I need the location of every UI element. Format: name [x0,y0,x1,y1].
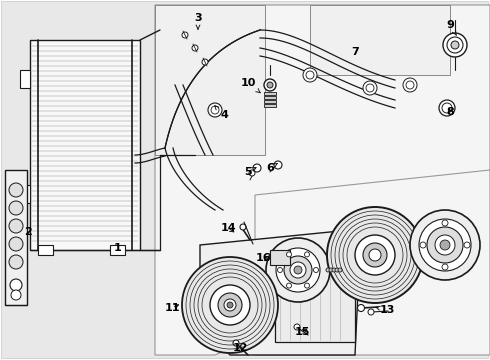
Circle shape [287,283,292,288]
Circle shape [249,170,255,176]
Bar [264,92,276,95]
Circle shape [326,268,330,272]
Circle shape [284,256,312,284]
Polygon shape [310,5,450,75]
Text: 12: 12 [232,343,248,353]
Circle shape [233,340,239,346]
Circle shape [358,305,365,311]
Text: 8: 8 [446,107,454,117]
Circle shape [182,32,188,38]
Circle shape [227,302,233,308]
Text: 13: 13 [376,305,394,315]
Text: 2: 2 [24,227,32,237]
Circle shape [410,210,480,280]
Circle shape [9,255,23,269]
Text: 11: 11 [164,303,180,313]
Text: 1: 1 [114,243,122,253]
Text: 3: 3 [194,13,202,29]
Text: 6: 6 [266,163,277,173]
Circle shape [304,283,310,288]
Circle shape [335,268,339,272]
Circle shape [332,268,336,272]
Text: 14: 14 [220,223,236,233]
Circle shape [9,219,23,233]
Circle shape [329,268,333,272]
Bar [110,245,125,255]
Circle shape [9,183,23,197]
Circle shape [192,45,198,51]
Circle shape [11,290,21,300]
Circle shape [314,267,318,273]
Circle shape [368,309,374,315]
Text: 5: 5 [244,167,256,177]
Polygon shape [155,5,265,155]
Text: 4: 4 [215,106,228,120]
Circle shape [435,235,455,255]
Circle shape [266,238,330,302]
Circle shape [210,285,250,325]
Text: 9: 9 [446,20,456,35]
Bar [264,96,276,99]
Circle shape [277,267,283,273]
Circle shape [363,81,377,95]
Circle shape [327,207,423,303]
Bar [270,250,290,265]
Circle shape [443,33,467,57]
Circle shape [9,201,23,215]
Circle shape [440,240,450,250]
Circle shape [294,324,300,330]
Circle shape [224,299,236,311]
Circle shape [451,41,459,49]
Circle shape [427,227,463,263]
Bar [20,185,30,203]
Circle shape [369,249,381,261]
Circle shape [182,257,278,353]
Circle shape [420,242,426,248]
Circle shape [267,82,273,88]
Bar [30,40,140,250]
Circle shape [218,293,242,317]
Circle shape [287,252,292,257]
Circle shape [464,242,470,248]
Circle shape [442,264,448,270]
Circle shape [208,103,222,117]
Bar [275,262,355,342]
Circle shape [447,37,463,53]
Circle shape [10,279,22,291]
Circle shape [439,100,455,116]
Circle shape [274,161,282,169]
Circle shape [253,164,261,172]
Bar [5,170,27,305]
Bar [264,100,276,103]
Polygon shape [200,230,360,355]
Circle shape [290,262,306,278]
Circle shape [240,224,246,230]
Circle shape [202,59,208,65]
Text: 15: 15 [294,327,310,337]
Circle shape [442,220,448,226]
Bar [38,245,53,255]
Polygon shape [255,170,490,355]
Circle shape [304,252,310,257]
Circle shape [338,268,342,272]
Circle shape [294,266,302,274]
Circle shape [9,237,23,251]
Text: 7: 7 [351,47,359,57]
Circle shape [355,235,395,275]
Circle shape [303,68,317,82]
Polygon shape [155,5,490,355]
Circle shape [442,103,452,113]
Text: 10: 10 [240,78,260,93]
Circle shape [264,79,276,91]
Circle shape [363,243,387,267]
Bar [264,104,276,107]
Circle shape [419,219,471,271]
Bar [20,70,30,88]
Text: 16: 16 [255,253,271,263]
Circle shape [403,78,417,92]
Circle shape [276,248,320,292]
